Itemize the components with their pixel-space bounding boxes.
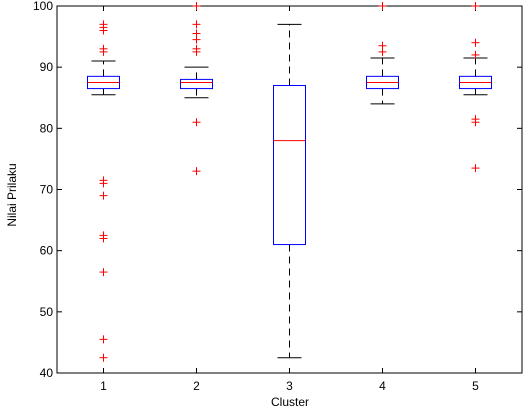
outlier-marker (99, 268, 108, 277)
outlier-marker (192, 47, 201, 56)
outlier-marker (471, 2, 480, 10)
box-iqr (273, 85, 306, 246)
outlier-marker (471, 118, 480, 127)
outlier-marker (99, 353, 108, 362)
outlier-marker (192, 35, 201, 44)
y-axis-label: Nilai Prilaku (5, 163, 19, 226)
y-tick-label: 100 (33, 0, 53, 13)
y-tick-label: 90 (40, 60, 54, 74)
y-tick-label: 80 (40, 121, 54, 135)
outlier-marker (471, 164, 480, 173)
x-tick-label: 5 (472, 379, 479, 393)
y-tick-label: 70 (40, 183, 54, 197)
outlier-marker (99, 335, 108, 344)
x-tick-label: 1 (100, 379, 107, 393)
outlier-marker (192, 167, 201, 176)
outlier-marker (471, 50, 480, 59)
outlier-marker (192, 118, 201, 127)
outlier-marker (378, 2, 387, 10)
outlier-marker (99, 179, 108, 188)
outlier-marker (99, 234, 108, 243)
outlier-marker (99, 26, 108, 35)
outlier-marker (192, 20, 201, 29)
x-tick-label: 3 (286, 379, 293, 393)
x-axis-label: Cluster (271, 395, 309, 409)
outlier-marker (99, 191, 108, 200)
x-tick-label: 2 (193, 379, 200, 393)
y-tick-label: 60 (40, 244, 54, 258)
y-tick-label: 50 (40, 305, 54, 319)
outlier-marker (192, 2, 201, 10)
outlier-marker (471, 38, 480, 47)
x-tick-label: 4 (379, 379, 386, 393)
outlier-marker (378, 47, 387, 56)
outlier-marker (99, 47, 108, 56)
y-tick-label: 40 (40, 366, 54, 380)
box-iqr (180, 78, 213, 90)
